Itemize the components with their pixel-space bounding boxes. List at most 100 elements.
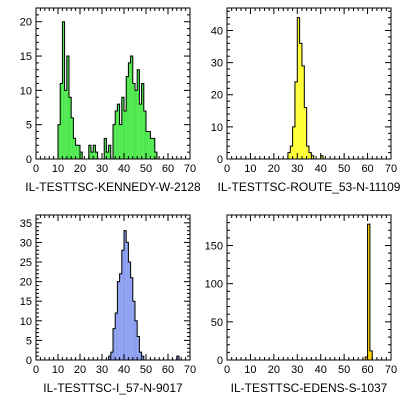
histogram-bar	[108, 356, 111, 360]
y-tick-label: 20	[20, 17, 32, 29]
histogram-bar	[108, 145, 111, 159]
histogram-panel-1: 0 10 20 30 40 50 60 70 0 5 10 15 20 IL-TESTTSC-KENNED…	[20, 7, 201, 194]
histogram-panel-4: 0 10 20 30 40 50 60 70 0 50 100 150 IL-TESTTSC-EDENS…	[205, 214, 397, 395]
histogram-bar	[128, 62, 131, 159]
x-tick-label: 0	[33, 163, 39, 175]
histogram-bar	[365, 356, 368, 360]
y-tick-label: 100	[205, 279, 223, 291]
histogram-bar	[69, 97, 72, 159]
histogram-bar	[80, 152, 83, 159]
x-tick-label: 30	[291, 364, 303, 376]
histogram-bar	[121, 97, 124, 159]
histogram-bar	[119, 273, 122, 360]
histogram-bar	[139, 352, 142, 360]
y-tick-label: 30	[20, 237, 32, 249]
histogram-bar	[91, 152, 94, 159]
plot-frame	[226, 7, 392, 160]
plot-frame	[226, 214, 392, 361]
histogram-bar	[294, 81, 298, 159]
y-tick-label: 35	[20, 218, 32, 230]
histogram-bar	[113, 124, 116, 159]
x-tick-label: 70	[385, 364, 397, 376]
histogram-bar	[137, 69, 140, 159]
x-tick-label: 60	[162, 364, 174, 376]
histogram-bar	[130, 277, 133, 360]
x-axis-title: IL-TESTTSC-KENNEDY-W-2128	[25, 180, 201, 194]
histogram-bar	[115, 110, 118, 159]
histogram-bar	[58, 124, 61, 159]
histogram-outline	[57, 21, 158, 160]
histogram-bar	[146, 131, 149, 159]
y-tick-label: 20	[20, 277, 32, 289]
histogram-bar	[119, 124, 122, 159]
x-tick-label: 10	[244, 163, 256, 175]
histogram-bar	[176, 356, 179, 360]
histogram-bar	[301, 65, 305, 159]
histogram-bar	[104, 138, 107, 159]
x-tick-label: 30	[96, 163, 108, 175]
x-tick-label: 50	[338, 163, 350, 175]
histogram-bar	[292, 126, 295, 159]
histogram-bar	[132, 301, 135, 360]
y-tick-label: 10	[20, 316, 32, 328]
x-tick-label: 40	[315, 364, 327, 376]
histogram-bar	[304, 107, 307, 159]
histogram-bar	[287, 152, 291, 159]
histogram-bar	[126, 242, 129, 360]
histogram-bar	[320, 155, 324, 159]
histogram-bar	[64, 90, 67, 159]
y-tick-label: 0	[217, 154, 223, 166]
y-tick-label: 15	[20, 296, 32, 308]
histogram-bar	[152, 138, 155, 159]
histogram-panel-3: 0 10 20 30 40 50 60 70 0 5 10 15 20 25 30 35 IL-TESTTSC-…	[20, 214, 196, 395]
x-tick-label: 50	[338, 364, 350, 376]
x-tick-label: 50	[140, 364, 152, 376]
histogram-bar	[367, 224, 370, 360]
histogram-bar	[66, 56, 69, 159]
x-tick-label: 70	[385, 163, 397, 175]
x-tick-label: 50	[140, 163, 152, 175]
x-axis-title: IL-TESTTSC-ROUTE_53-N-11109	[218, 180, 400, 194]
x-tick-label: 10	[52, 163, 64, 175]
x-axis-title: IL-TESTTSC-I_57-N-9017	[43, 381, 183, 395]
x-tick-label: 0	[224, 364, 230, 376]
y-tick-label: 25	[20, 257, 32, 269]
histogram-bar	[135, 320, 138, 360]
histogram-bar	[126, 76, 129, 159]
x-tick-label: 30	[291, 163, 303, 175]
histogram-bar	[115, 312, 118, 360]
x-tick-label: 0	[33, 364, 39, 376]
x-tick-label: 60	[361, 364, 373, 376]
histogram-bar	[148, 131, 151, 159]
y-tick-label: 20	[211, 90, 223, 102]
histogram-bar	[137, 336, 140, 360]
histogram-bar	[117, 281, 120, 360]
y-tick-label: 30	[211, 58, 223, 70]
y-tick-label: 10	[211, 122, 223, 134]
x-tick-label: 20	[74, 364, 86, 376]
histogram-bar	[121, 250, 124, 360]
histogram-bar	[309, 152, 312, 159]
x-tick-label: 40	[118, 364, 130, 376]
histogram-bar	[135, 90, 138, 159]
x-tick-label: 20	[268, 364, 280, 376]
histogram-bar	[77, 145, 80, 159]
y-tick-label: 5	[26, 335, 32, 347]
y-tick-label: 150	[205, 241, 223, 253]
histogram-bar	[143, 110, 146, 159]
y-tick-label: 0	[26, 355, 32, 367]
histogram-bar	[128, 262, 131, 360]
y-tick-label: 50	[211, 317, 223, 329]
histogram-bars	[108, 230, 179, 360]
y-tick-label: 0	[217, 355, 223, 367]
histogram-bar	[71, 117, 74, 159]
histogram-bar	[124, 110, 127, 159]
x-tick-label: 70	[184, 163, 196, 175]
histogram-bar	[141, 83, 144, 159]
y-tick-label: 5	[26, 120, 32, 132]
x-tick-label: 0	[224, 163, 230, 175]
histogram-bar	[117, 104, 120, 159]
x-tick-label: 20	[74, 163, 86, 175]
x-tick-label: 40	[315, 163, 327, 175]
